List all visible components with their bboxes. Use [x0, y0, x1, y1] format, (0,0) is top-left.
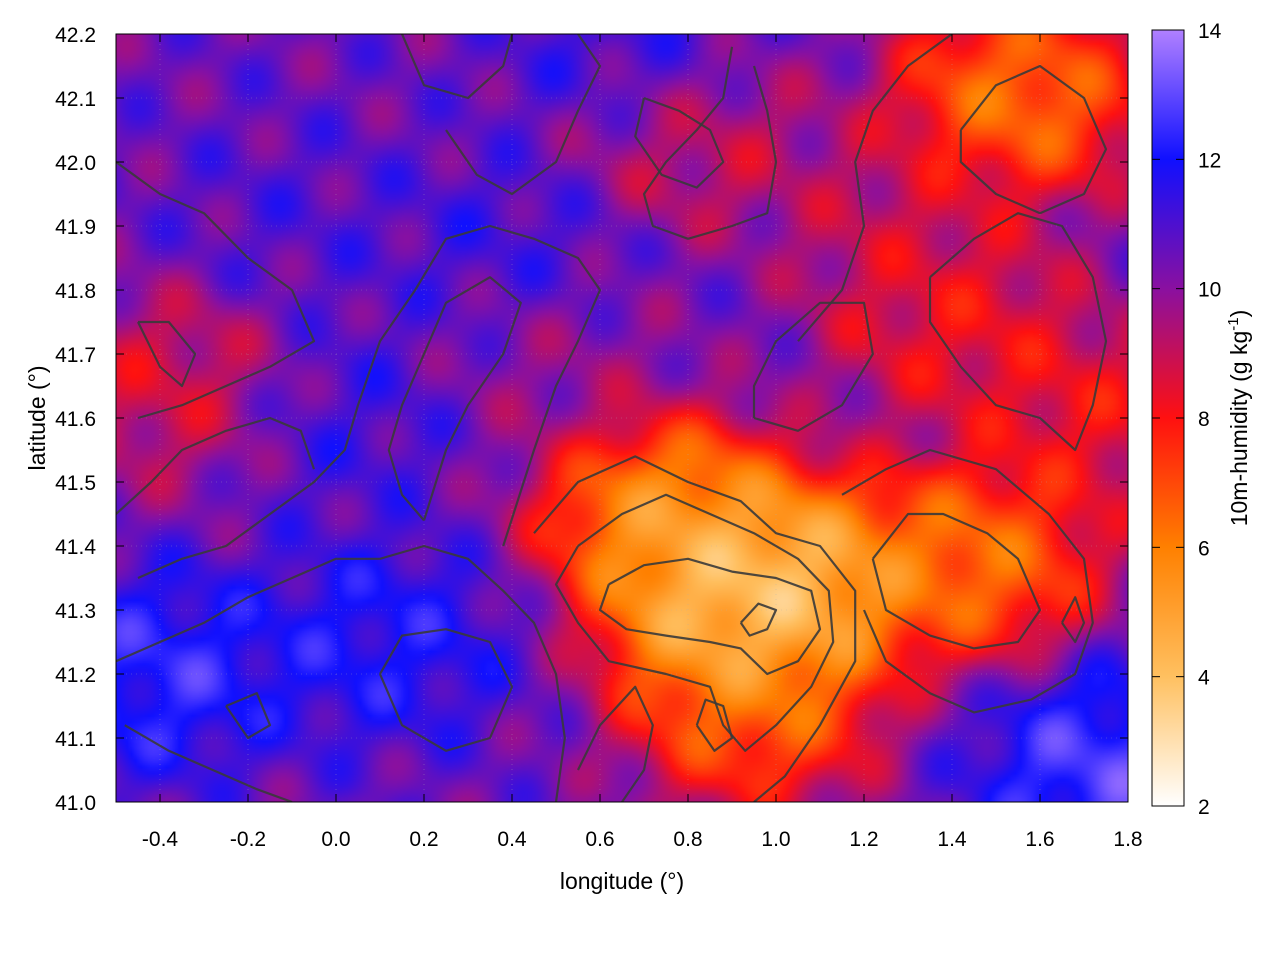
colorbar-label-sup: -1 [1225, 317, 1242, 330]
contour-line [598, 557, 822, 676]
colorbar-label: 10m-humidity (g kg-1) [1225, 310, 1252, 527]
y-tick-label: 41.8 [55, 280, 96, 303]
colorbar: 2 4 6 8 10 12 14 10m-humidity (g kg-1) [1151, 20, 1252, 819]
contour-line [116, 161, 316, 420]
y-tick-label: 41.7 [55, 344, 96, 367]
contour-line [797, 34, 953, 342]
y-tick-label: 41.0 [55, 792, 96, 815]
x-tick-label: -0.2 [230, 828, 266, 851]
contour-line [533, 455, 857, 802]
contour-line [445, 34, 602, 196]
colorbar-tick-label: 14 [1198, 20, 1222, 43]
plot-area: -0.4 -0.2 0.0 0.2 0.4 0.6 0.8 1.0 1.2 1.4 1.6 1.8 4… [55, 24, 1142, 851]
contour-line [225, 692, 272, 740]
y-tick-label: 41.2 [55, 664, 96, 687]
contour-line [387, 276, 522, 522]
contour-line [634, 96, 725, 189]
y-tick-label: 42.2 [55, 24, 96, 47]
contour-line [116, 416, 316, 515]
contour-line [378, 628, 514, 752]
y-axis-ticks: 41.0 41.1 41.2 41.3 41.4 41.5 41.6 41.7 41.8 41.9… [55, 24, 1128, 815]
y-tick-label: 41.1 [55, 728, 96, 751]
x-tick-label: -0.4 [142, 828, 179, 851]
x-tick-label: 1.8 [1113, 828, 1142, 851]
x-tick-label: 0.6 [585, 828, 614, 851]
colorbar-ticks: 2 4 6 8 10 12 14 [1152, 20, 1222, 819]
contour-line [124, 724, 293, 802]
contour-line [554, 493, 835, 752]
contour-line [928, 212, 1108, 452]
x-tick-label: 1.2 [849, 828, 878, 851]
y-tick-label: 42.0 [55, 152, 96, 175]
y-tick-label: 41.9 [55, 216, 96, 239]
colorbar-tick-label: 2 [1198, 796, 1210, 819]
contour-line [137, 320, 197, 388]
contour-line [577, 685, 654, 802]
x-tick-label: 1.6 [1025, 828, 1054, 851]
contour-line [752, 301, 874, 432]
x-tick-label: 0.4 [497, 828, 527, 851]
contour-line [959, 64, 1108, 215]
x-tick-label: 1.4 [937, 828, 967, 851]
y-tick-label: 41.3 [55, 600, 96, 623]
contour-lines [116, 34, 1108, 802]
colorbar-tick-label: 6 [1198, 537, 1210, 560]
contour-line [841, 448, 1094, 714]
colorbar-tick-label: 10 [1198, 279, 1221, 302]
x-axis-ticks: -0.4 -0.2 0.0 0.2 0.4 0.6 0.8 1.0 1.2 1.4 1.6 1.8 [142, 34, 1143, 851]
colorbar-tick-label: 4 [1198, 667, 1210, 690]
contour-line [400, 34, 514, 100]
colorbar-label-base: 10m-humidity (g kg [1226, 331, 1252, 527]
grid-lines [116, 34, 1128, 802]
contour-line [739, 602, 778, 637]
contour-line [137, 224, 602, 580]
contour-line [871, 512, 1042, 650]
y-tick-label: 41.6 [55, 408, 96, 431]
x-tick-label: 1.0 [761, 828, 790, 851]
x-tick-label: 0.8 [673, 828, 702, 851]
y-tick-label: 42.1 [55, 88, 96, 111]
x-axis-label: longitude (°) [560, 868, 684, 894]
colorbar-label-end: ) [1226, 310, 1252, 318]
x-tick-label: 0.2 [409, 828, 438, 851]
colorbar-tick-label: 8 [1198, 408, 1210, 431]
x-tick-label: 0.0 [321, 828, 350, 851]
y-tick-label: 41.4 [55, 536, 96, 559]
y-axis-label: latitude (°) [24, 365, 50, 470]
contour-line [116, 544, 566, 802]
colorbar-tick-label: 12 [1198, 149, 1221, 172]
contour-line [1061, 596, 1086, 644]
contour-line [695, 698, 734, 752]
y-tick-label: 41.5 [55, 472, 96, 495]
